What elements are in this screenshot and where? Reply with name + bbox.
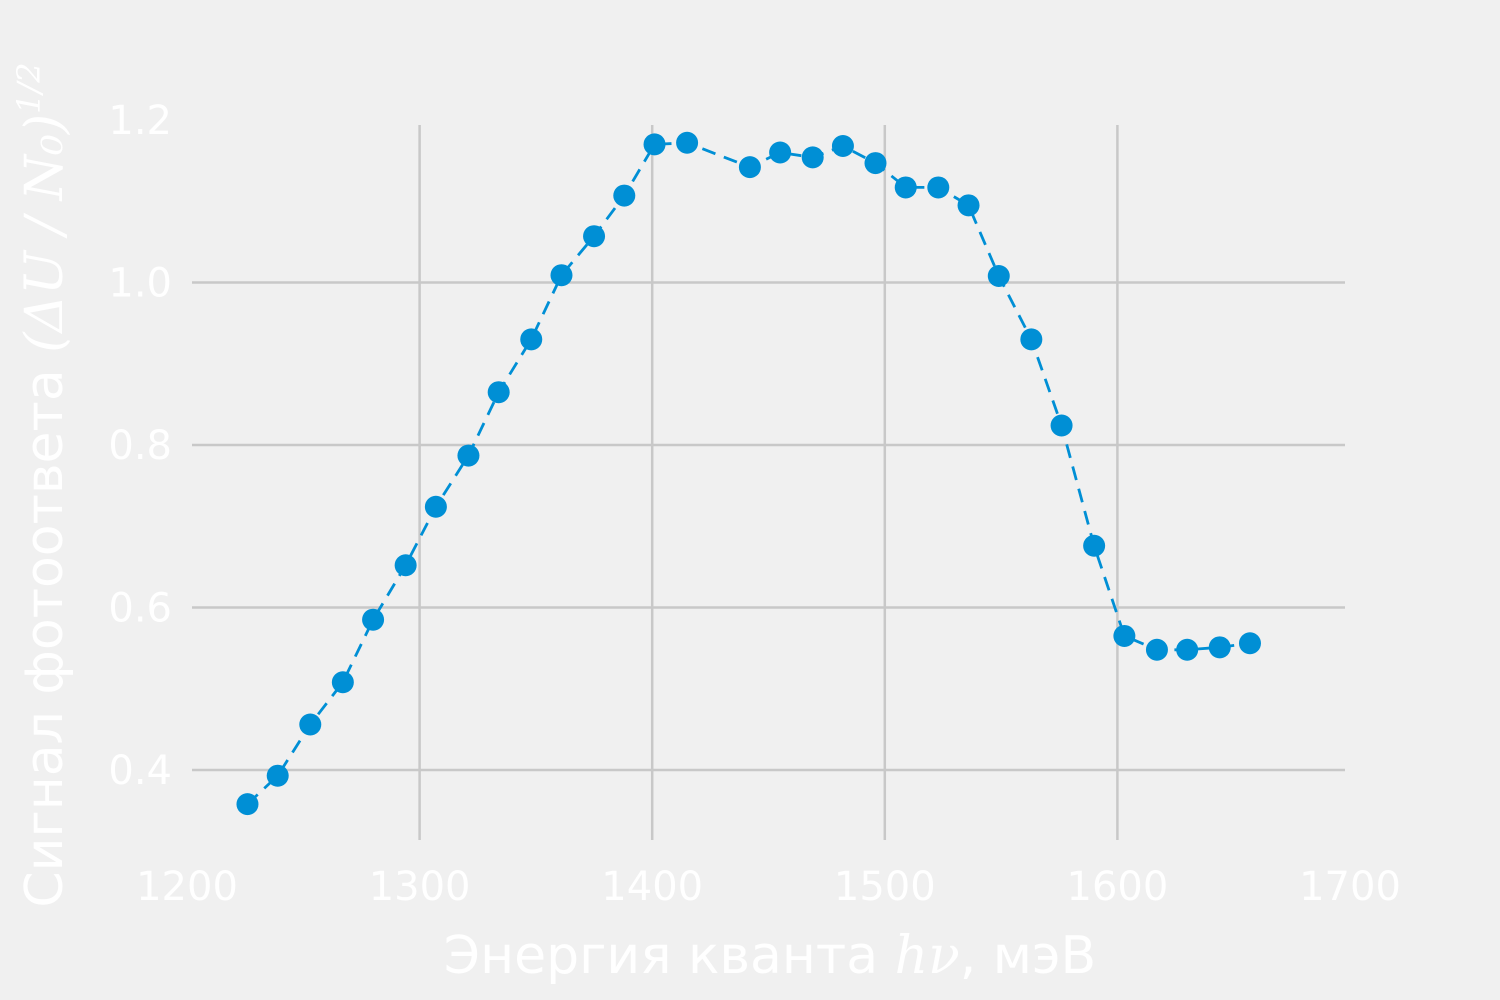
data-point bbox=[550, 264, 573, 287]
data-point bbox=[738, 156, 761, 179]
series-line bbox=[246, 141, 1251, 806]
data-point bbox=[987, 265, 1010, 287]
data-point bbox=[894, 176, 917, 199]
data-point bbox=[583, 225, 606, 248]
data-point bbox=[864, 152, 887, 175]
data-point bbox=[801, 146, 824, 169]
data-point bbox=[1020, 328, 1043, 351]
data-point bbox=[424, 495, 447, 518]
x-tick-label: 1200 bbox=[136, 864, 238, 910]
x-axis-label: Энергия кванта hν, мэВ bbox=[444, 926, 1096, 986]
x-tick-label: 1700 bbox=[1299, 864, 1401, 910]
series bbox=[236, 131, 1261, 816]
data-point bbox=[1176, 638, 1199, 661]
data-point bbox=[520, 328, 543, 351]
y-tick-label: 0.6 bbox=[108, 586, 172, 632]
data-point bbox=[769, 141, 792, 164]
data-point bbox=[957, 194, 980, 217]
x-tick-label: 1500 bbox=[834, 864, 936, 910]
data-point bbox=[831, 135, 854, 157]
x-tick-label: 1300 bbox=[369, 864, 471, 910]
data-point bbox=[1238, 632, 1261, 655]
data-point bbox=[1050, 414, 1073, 437]
data-point bbox=[1113, 624, 1136, 647]
data-point bbox=[266, 764, 289, 787]
data-point bbox=[236, 793, 259, 816]
data-point bbox=[299, 713, 322, 736]
x-tick-label: 1400 bbox=[601, 864, 703, 910]
y-tick-label: 1.0 bbox=[108, 261, 172, 307]
y-axis-label: Сигнал фотоответа (ΔU / N₀)1/2 bbox=[10, 62, 75, 907]
data-point bbox=[613, 184, 636, 207]
data-point bbox=[457, 444, 480, 467]
y-tick-label: 0.4 bbox=[108, 748, 172, 794]
data-point bbox=[362, 608, 385, 631]
y-tick-label: 0.8 bbox=[108, 423, 172, 469]
data-point bbox=[394, 554, 417, 577]
data-point bbox=[1083, 534, 1106, 557]
data-point bbox=[643, 133, 666, 156]
data-point bbox=[1208, 636, 1231, 659]
y-tick-label: 1.2 bbox=[108, 98, 172, 144]
x-tick-label: 1600 bbox=[1067, 864, 1169, 910]
data-point bbox=[487, 381, 510, 404]
data-point bbox=[676, 131, 699, 154]
data-point bbox=[331, 671, 354, 694]
data-point bbox=[927, 176, 950, 199]
grid bbox=[192, 125, 1345, 840]
tick-labels: 1200 1300 1400 1500 1600 1700 0.4 0.6 0.8 1.0 1.2 bbox=[108, 98, 1401, 910]
data-point bbox=[1145, 638, 1168, 661]
